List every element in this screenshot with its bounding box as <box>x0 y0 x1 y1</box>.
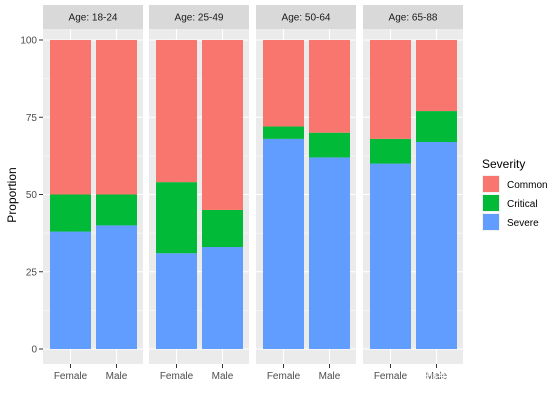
x-tick-label: Female <box>374 371 408 382</box>
bar-segment-critical <box>50 194 91 232</box>
facet-panel: Age: 50-64 Female Male <box>256 5 356 382</box>
legend-swatch-severe <box>483 214 499 230</box>
bar-segment-severe <box>309 157 350 349</box>
y-axis-title: Proportion <box>5 167 19 222</box>
y-tick-label: 100 <box>20 36 37 47</box>
watermark-text: 知乎 @墨点星沟 <box>424 369 519 384</box>
facet-strip <box>256 5 356 29</box>
y-tick-label: 25 <box>26 267 38 278</box>
bar-segment-common <box>50 40 91 195</box>
legend: Severity Common Critical Severe <box>482 157 548 231</box>
bar-segment-critical <box>202 209 243 248</box>
facet-strip-label: Age: 25-49 <box>175 13 224 24</box>
bar-segment-common <box>370 40 411 139</box>
x-tick-label: Male <box>106 371 128 382</box>
bar-segment-common <box>202 40 243 210</box>
bar-segment-critical <box>416 111 457 142</box>
x-tick-label: Male <box>319 371 341 382</box>
x-tick-label: Male <box>426 371 448 382</box>
bar-segment-critical <box>96 194 137 226</box>
bar-segment-common <box>416 40 457 112</box>
x-tick-label: Female <box>54 371 88 382</box>
y-tick-label: 0 <box>31 345 37 356</box>
facet-strip <box>43 5 143 29</box>
facet-strip <box>363 5 463 29</box>
facet-panel: Age: 25-49 Female Male <box>149 5 249 382</box>
bar-segment-common <box>309 40 350 133</box>
bar-segment-severe <box>96 225 137 349</box>
y-tick-label: 75 <box>26 113 38 124</box>
bar-segment-common <box>263 40 304 127</box>
legend-label: Common <box>507 180 548 191</box>
facet-strip <box>149 5 249 29</box>
bar-segment-common <box>156 40 197 183</box>
x-tick-label: Female <box>267 371 301 382</box>
legend-swatch-critical <box>483 195 499 211</box>
legend-title: Severity <box>482 157 525 171</box>
bar-segment-severe <box>263 138 304 349</box>
legend-swatch-common <box>483 176 499 192</box>
bar-segment-critical <box>309 132 350 158</box>
bar-segment-severe <box>50 231 91 349</box>
facet-strip-label: Age: 18-24 <box>69 13 118 24</box>
bar-segment-critical <box>263 126 304 139</box>
bar-segment-severe <box>156 253 197 349</box>
bar-segment-severe <box>416 141 457 349</box>
bar-segment-severe <box>370 163 411 349</box>
bar-segment-common <box>96 40 137 195</box>
y-tick-label: 50 <box>26 190 38 201</box>
legend-label: Critical <box>507 199 538 210</box>
bar-segment-severe <box>202 247 243 349</box>
facet-panel: Age: 18-24 Female Male <box>43 5 143 382</box>
facet-panel: Age: 65-88 Female Male <box>363 5 463 382</box>
facet-strip-label: Age: 65-88 <box>389 13 438 24</box>
bar-segment-critical <box>156 182 197 254</box>
facet-strip-label: Age: 50-64 <box>282 13 331 24</box>
bar-segment-critical <box>370 138 411 164</box>
legend-label: Severe <box>507 218 539 229</box>
x-tick-label: Male <box>212 371 234 382</box>
x-tick-label: Female <box>160 371 194 382</box>
